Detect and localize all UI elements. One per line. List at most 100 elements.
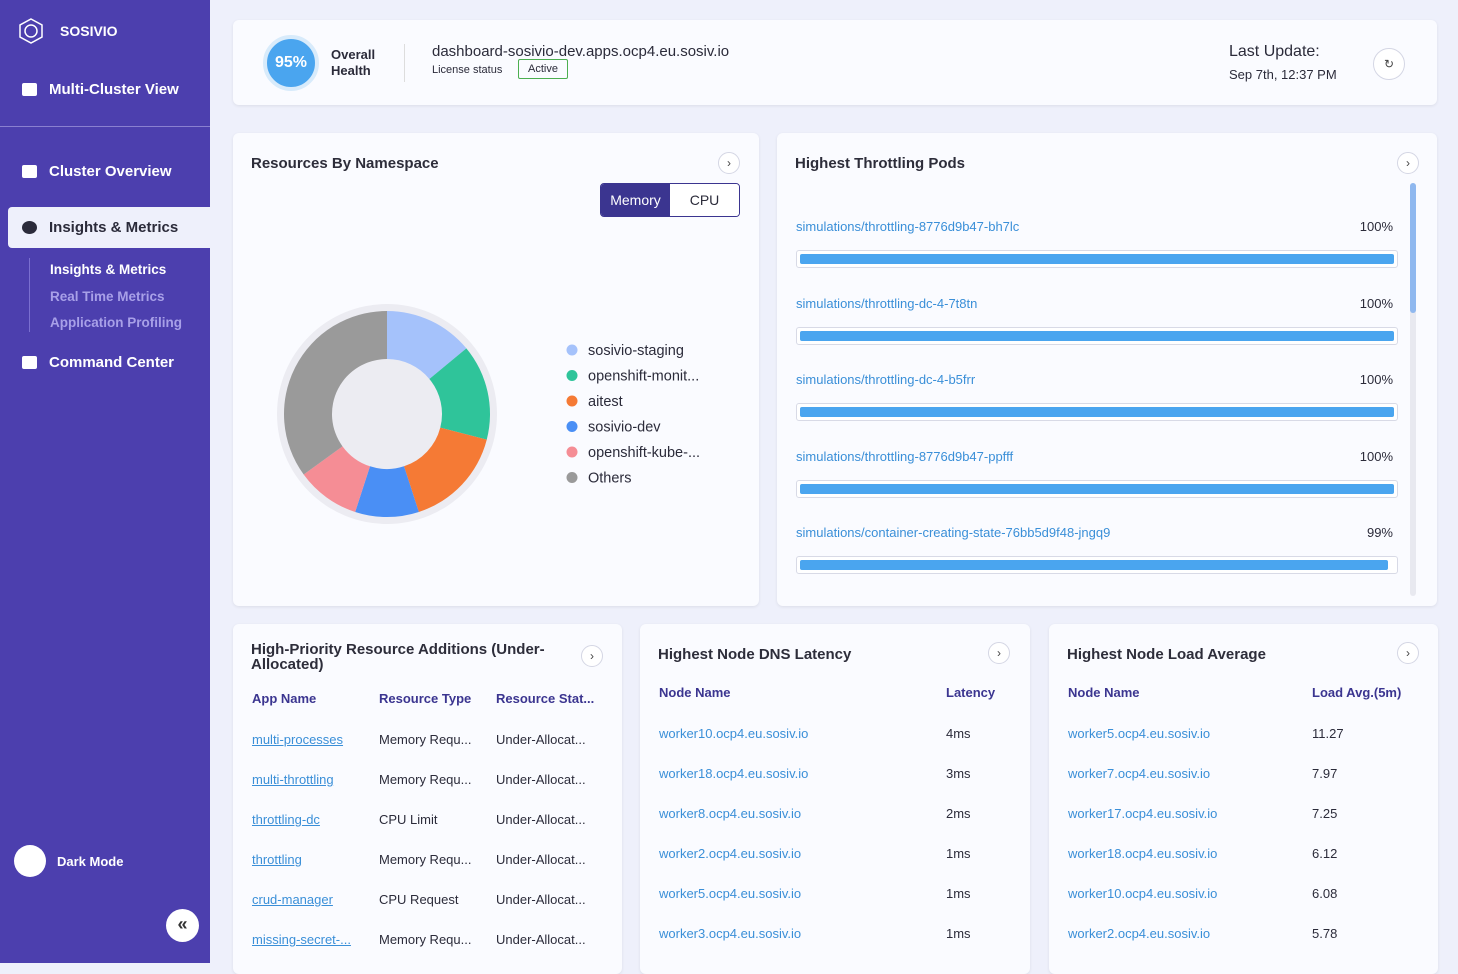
row-link[interactable]: multi-throttling xyxy=(252,772,334,787)
load-card: Highest Node Load Average › Node Name Loa… xyxy=(1049,624,1438,974)
legend-label: openshift-monit... xyxy=(588,369,699,385)
legend-swatch xyxy=(566,344,578,356)
row-link[interactable]: worker5.ocp4.eu.sosiv.io xyxy=(1068,726,1211,741)
cell: 2ms xyxy=(946,806,971,821)
cell: Memory Requ... xyxy=(379,852,472,867)
expand-button[interactable]: › xyxy=(718,152,740,174)
row-link[interactable]: worker5.ocp4.eu.sosiv.io xyxy=(659,886,802,901)
row-link[interactable]: worker2.ocp4.eu.sosiv.io xyxy=(659,846,802,861)
donut-slice xyxy=(284,311,387,475)
pod-name[interactable]: simulations/throttling-dc-4-b5frr xyxy=(796,372,976,387)
bar-track xyxy=(796,403,1398,421)
pod-name[interactable]: simulations/container-creating-state-76b… xyxy=(796,525,1111,540)
sub-item[interactable]: Real Time Metrics xyxy=(50,289,165,304)
row-link[interactable]: worker7.ocp4.eu.sosiv.io xyxy=(1068,766,1211,781)
row-link[interactable]: worker10.ocp4.eu.sosiv.io xyxy=(1068,886,1218,901)
bar xyxy=(800,254,1394,264)
legend-label: sosivio-staging xyxy=(588,343,684,359)
row-link[interactable]: worker18.ocp4.eu.sosiv.io xyxy=(659,766,809,781)
bar xyxy=(800,560,1389,570)
toggle-option[interactable]: Memory xyxy=(601,184,670,216)
row-link[interactable]: worker8.ocp4.eu.sosiv.io xyxy=(659,806,802,821)
row-link[interactable]: worker2.ocp4.eu.sosiv.io xyxy=(1068,926,1211,941)
collapse-button[interactable]: « xyxy=(166,909,199,942)
donut-slice xyxy=(303,446,371,512)
nav-label: Command Center xyxy=(49,354,175,371)
cell: 11.27 xyxy=(1312,726,1344,741)
card-title: Highest Node Load Average xyxy=(1067,646,1266,663)
expand-button[interactable]: › xyxy=(1397,642,1419,664)
cell: 3ms xyxy=(946,766,971,781)
nav-cluster-overview[interactable]: Cluster Overview xyxy=(22,163,172,180)
card-title: Resources By Namespace xyxy=(251,155,439,172)
row-link[interactable]: missing-secret-... xyxy=(252,932,351,947)
sub-line xyxy=(29,258,30,332)
cell: Under-Allocat... xyxy=(496,732,586,747)
row-link[interactable]: throttling-dc xyxy=(252,812,320,827)
toggle: Memory CPU xyxy=(600,183,740,217)
cell: Under-Allocat... xyxy=(496,772,586,787)
cell: 6.08 xyxy=(1312,886,1338,901)
bar xyxy=(800,483,1394,494)
cell: Memory Requ... xyxy=(379,732,472,747)
cell: 6.12 xyxy=(1312,846,1338,861)
health-title: Overall Health xyxy=(331,47,376,78)
pod-name[interactable]: simulations/throttling-8776d9b47-ppfff xyxy=(796,448,1014,464)
cell: Under-Allocat... xyxy=(496,812,586,827)
row-link[interactable]: worker3.ocp4.eu.sosiv.io xyxy=(659,926,802,941)
card-title: Highest Throttling Pods xyxy=(795,155,965,172)
row-link[interactable]: crud-manager xyxy=(252,892,333,907)
column-header: App Name xyxy=(252,691,317,706)
pod-percent: 100% xyxy=(1359,295,1393,311)
dark-mode-toggle[interactable] xyxy=(14,845,46,877)
sidebar: SOSIVIO Multi-Cluster View Cluster Overv… xyxy=(0,0,210,963)
row-link[interactable]: worker17.ocp4.eu.sosiv.io xyxy=(1068,806,1218,821)
cell: Under-Allocat... xyxy=(496,932,586,947)
cell: 7.25 xyxy=(1312,806,1338,821)
expand-button[interactable]: › xyxy=(988,642,1010,664)
cell: 1ms xyxy=(946,926,971,941)
bar-track xyxy=(796,250,1398,268)
cell: Under-Allocat... xyxy=(496,852,586,867)
cell: 7.97 xyxy=(1312,766,1338,781)
legend-label: Others xyxy=(588,471,632,487)
legend-swatch xyxy=(566,370,578,381)
nav-command-center[interactable]: Command Center xyxy=(22,354,174,371)
card-title: High-Priority Resource Additions (Under-… xyxy=(251,641,545,673)
throttling-card: Highest Throttling Pods › simulations/th… xyxy=(777,133,1437,606)
refresh-button[interactable]: ↻ xyxy=(1373,48,1405,80)
pod-name[interactable]: simulations/throttling-8776d9b47-bh7lc xyxy=(796,219,1020,234)
namespace-card: Resources By Namespace › Memory CPU sosi… xyxy=(233,133,759,606)
pod-percent: 100% xyxy=(1359,448,1393,464)
last-update: Sep 7th, 12:37 PM xyxy=(1229,67,1337,82)
nav-multi-cluster[interactable]: Multi-Cluster View xyxy=(22,81,179,98)
row-link[interactable]: multi-processes xyxy=(252,732,344,747)
sub-item[interactable]: Application Profiling xyxy=(50,315,182,330)
expand-button[interactable]: › xyxy=(1397,152,1419,174)
sub-item[interactable]: Insights & Metrics xyxy=(50,262,167,277)
row-link[interactable]: throttling xyxy=(252,852,302,867)
pod-name[interactable]: simulations/throttling-dc-4-7t8tn xyxy=(796,295,978,311)
expand-button[interactable]: › xyxy=(581,645,603,667)
donut-chart: sosivio-staging openshift-monit... aitest s… xyxy=(277,304,700,524)
legend-swatch xyxy=(566,446,578,458)
nav-insights[interactable]: Insights & Metrics xyxy=(22,219,178,236)
row-link[interactable]: worker10.ocp4.eu.sosiv.io xyxy=(659,726,809,741)
dns-card: Highest Node DNS Latency › Node Name Late… xyxy=(640,624,1030,974)
legend-swatch xyxy=(566,421,578,432)
toggle-option[interactable]: CPU xyxy=(670,184,739,216)
brand: SOSIVIO xyxy=(60,23,118,39)
scroll-thumb[interactable] xyxy=(1410,183,1416,313)
card-title: Highest Node DNS Latency xyxy=(658,646,852,663)
scrollbar xyxy=(1410,183,1416,596)
cell: 1ms xyxy=(946,846,971,861)
column-header: Resource Type xyxy=(379,691,472,706)
column-header: Latency xyxy=(946,685,996,700)
pod-percent: 100% xyxy=(1359,219,1393,234)
bar-track xyxy=(796,556,1398,574)
row-link[interactable]: worker18.ocp4.eu.sosiv.io xyxy=(1068,846,1218,861)
bar xyxy=(800,330,1394,341)
health-badge: 95% xyxy=(263,35,319,91)
cell: 4ms xyxy=(946,726,971,741)
